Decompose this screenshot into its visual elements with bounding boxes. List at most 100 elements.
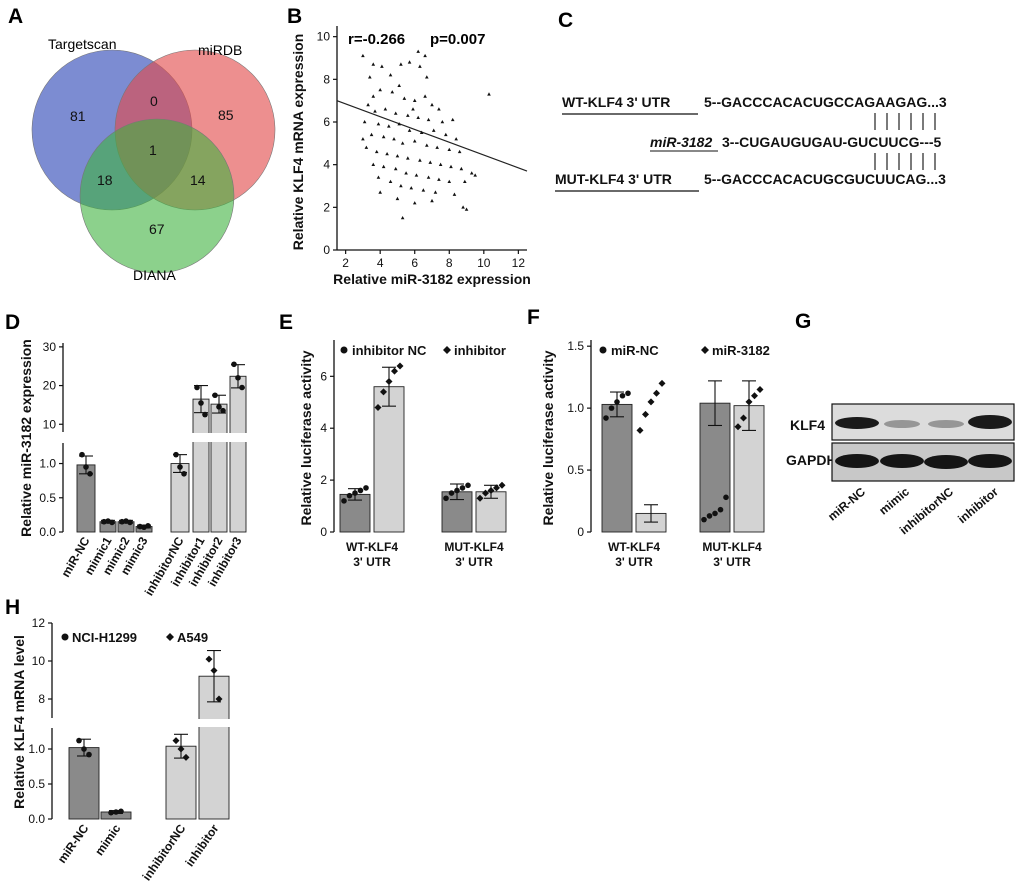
g-band-label-gapdh: GAPDH [786, 452, 837, 468]
venn-count-mirdb-diana: 14 [190, 172, 206, 188]
d-bar-7 [229, 375, 247, 533]
b-point-68 [399, 184, 403, 188]
e-bar-1-0 [373, 386, 405, 533]
f-y-label: Relative luciferase activity [540, 350, 556, 525]
b-point-28 [450, 117, 455, 122]
b-point-2 [380, 64, 384, 68]
b-point-29 [362, 120, 367, 124]
d-bar-6 [210, 403, 228, 533]
e-group-2-line2: 3' UTR [455, 555, 493, 569]
d-y-label: Relative miR-3182 expression [18, 339, 34, 537]
d-point-6-0 [212, 392, 218, 399]
h-x-label-0: miR-NC [55, 821, 92, 865]
f-point-0-1-3 [717, 506, 724, 513]
e-point-0-0-3 [357, 487, 364, 494]
h-legend-1: NCI-H1299 [72, 630, 137, 645]
d-point-3-2 [145, 523, 151, 529]
panel-label-g: G [795, 310, 811, 333]
b-xtick-label-4: 10 [477, 256, 491, 270]
b-point-78 [430, 198, 434, 203]
g-band-klf4-mir-nc [835, 417, 879, 429]
venn-count-mirdb-only: 85 [218, 107, 234, 123]
panel-label-e: E [279, 311, 293, 334]
d-point-6-2 [220, 407, 226, 414]
c-wt-seq: 5--GACCCACACUGCCAGAAGAG...3 [704, 94, 947, 110]
h-ytick-low-2-label: 1.0 [28, 742, 45, 756]
venn-label-diana: DIANA [133, 267, 176, 283]
d-point-0-1 [83, 464, 89, 470]
e-point-0-1-3 [459, 485, 466, 491]
f-ytick-0-label: 0 [577, 525, 584, 539]
b-point-44 [435, 145, 439, 149]
b-point-21 [373, 109, 377, 113]
b-xtick-label-3: 8 [446, 256, 453, 270]
e-point-0-1-1 [448, 490, 455, 496]
b-point-13 [390, 90, 395, 94]
b-y-label: Relative KLF4 mRNA expression [290, 34, 306, 251]
e-ytick-3-label: 6 [320, 369, 327, 383]
f-point-0-0-4 [625, 390, 631, 397]
e-ytick-1-label: 2 [320, 473, 327, 487]
d-ytick-low-1-label: 0.5 [39, 491, 56, 505]
b-y-ticks: 0 2 4 6 8 10 [317, 30, 337, 257]
b-point-76 [395, 196, 400, 201]
b-fit-line [336, 100, 528, 172]
b-point-73 [469, 171, 474, 175]
b-point-42 [412, 139, 417, 143]
d-point-7-2 [239, 384, 245, 391]
panel-a: A Targetscan miRDB DIANA 81 0 85 1 18 14… [8, 5, 276, 283]
f-group-1-line1: WT-KLF4 [608, 540, 660, 554]
d-point-4-2 [181, 471, 187, 477]
f-point-0-1-0 [701, 516, 707, 523]
venn-count-targetscan-diana: 18 [97, 172, 113, 188]
panel-label-f: F [527, 306, 540, 329]
b-points [361, 49, 491, 220]
g-band-gapdh-3 [924, 455, 968, 469]
b-point-26 [426, 117, 431, 122]
b-point-9 [368, 75, 372, 79]
b-point-70 [421, 188, 426, 192]
venn-count-diana-only: 67 [149, 221, 165, 237]
c-wt-label: WT-KLF4 3' UTR [562, 94, 670, 110]
b-point-49 [385, 152, 389, 156]
b-ytick-0-label: 0 [323, 243, 330, 257]
b-point-23 [393, 111, 398, 115]
b-point-7 [418, 64, 422, 68]
f-ytick-2-label: 1.0 [567, 401, 584, 415]
f-legend-1: miR-NC [611, 343, 659, 358]
e-point-1-0-4 [396, 362, 404, 370]
b-point-59 [393, 166, 398, 171]
h-x-label-2: inhibitorNC [140, 821, 189, 883]
b-xtick-label-5: 12 [512, 256, 526, 270]
f-point-0-1-2 [712, 510, 718, 517]
b-point-77 [412, 201, 417, 205]
e-point-1-0-1 [380, 388, 387, 396]
e-legend-marker-2 [443, 346, 451, 354]
b-point-57 [371, 162, 376, 166]
e-group-2-line1: MUT-KLF4 [444, 540, 504, 554]
b-point-3 [399, 62, 403, 66]
b-point-25 [416, 115, 420, 120]
d-point-4-1 [177, 464, 183, 470]
e-point-1-0-0 [374, 403, 382, 411]
h-axis-break-gap [196, 719, 232, 727]
b-point-15 [402, 96, 407, 100]
h-point-0-1 [81, 746, 87, 752]
b-point-10 [388, 73, 393, 77]
d-ytick-high-2-label: 30 [43, 340, 57, 354]
d-bar-5 [192, 398, 210, 533]
f-bars [601, 379, 765, 533]
b-point-14 [371, 94, 376, 98]
d-axis-break-gap [165, 433, 261, 442]
f-point-1-1-2 [745, 398, 753, 406]
d-point-6-1 [216, 404, 222, 410]
b-point-75 [378, 190, 382, 194]
h-point-0-0 [76, 737, 82, 744]
b-point-66 [376, 175, 381, 179]
b-point-22 [383, 107, 388, 111]
b-point-45 [447, 147, 452, 152]
b-point-58 [381, 164, 386, 169]
e-legend-2: inhibitor [454, 343, 506, 358]
g-band-label-klf4: KLF4 [790, 417, 825, 433]
